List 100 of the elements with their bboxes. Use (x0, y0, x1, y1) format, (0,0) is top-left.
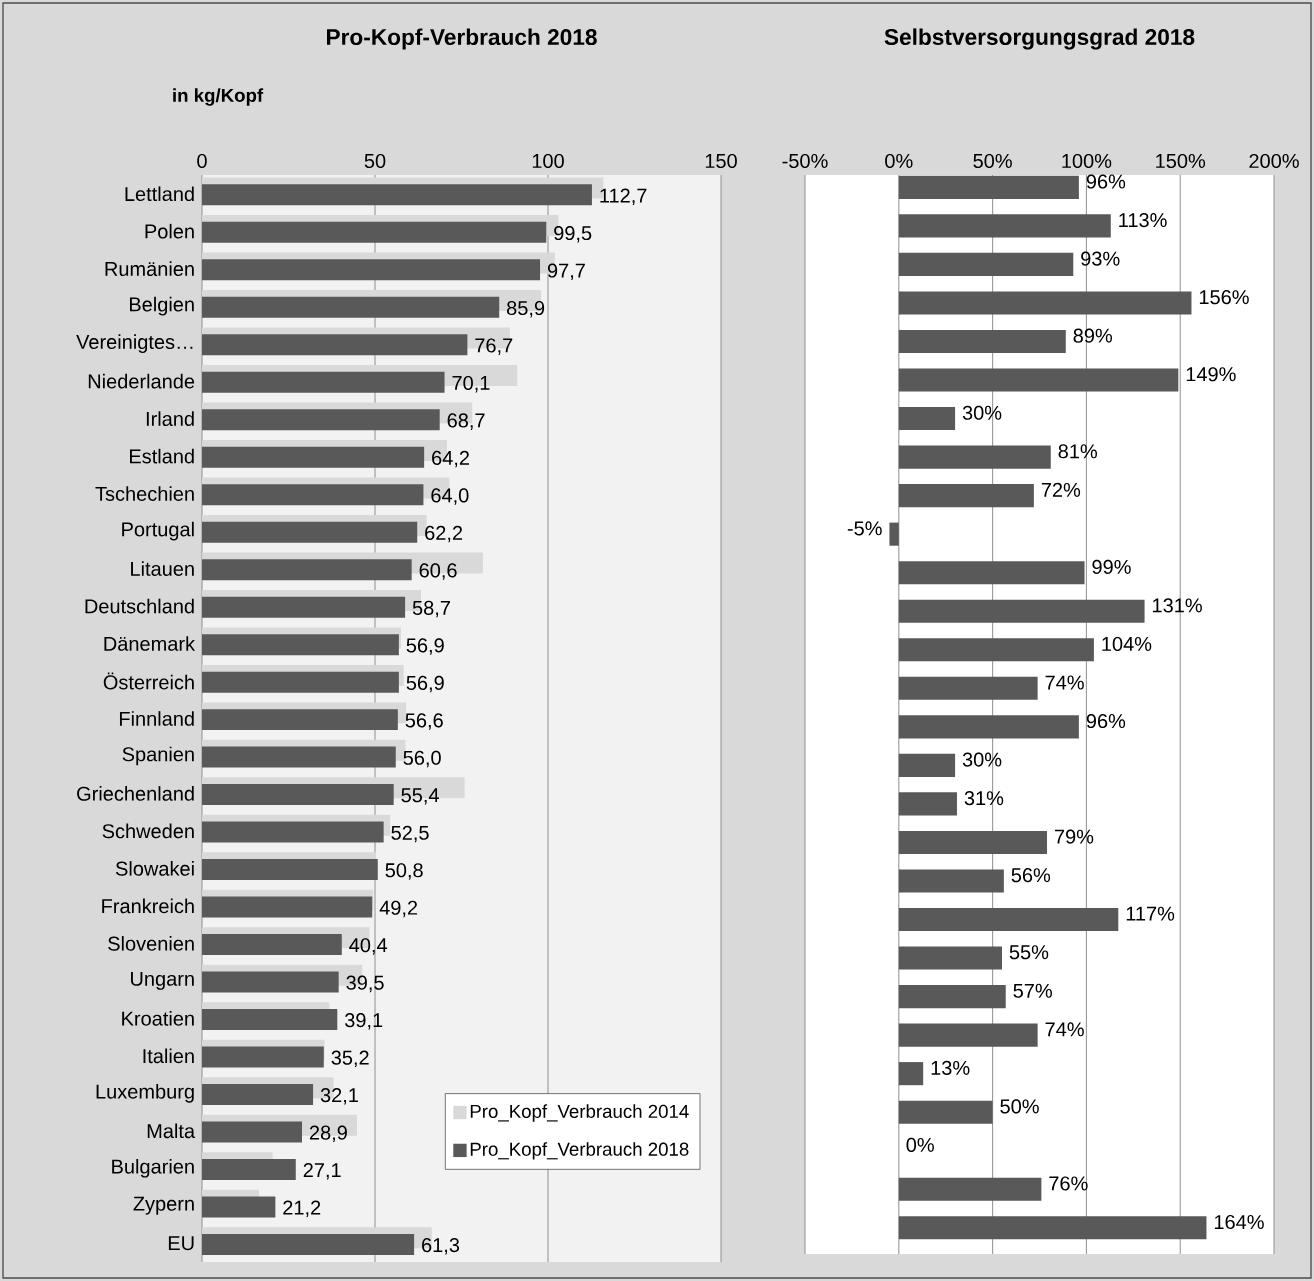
y-tick-label: Deutschland (85, 598, 194, 614)
data-label: 99% (1092, 559, 1131, 574)
data-label: 30% (962, 752, 1002, 767)
legend-label: Pro_Kopf_Verbrauch 2018 (470, 1142, 689, 1160)
data-label: 58,7 (412, 600, 450, 618)
y-tick-label: Kroatien (122, 1011, 194, 1026)
data-label: 156% (1199, 290, 1249, 305)
y-tick-label: Italien (143, 1048, 194, 1064)
data-label: 35,2 (331, 1050, 369, 1068)
y-tick-label: Belgien (129, 296, 194, 316)
y-tick-label: Griechenland (77, 786, 194, 801)
data-label: 40,4 (349, 938, 388, 955)
data-label: 32,1 (320, 1088, 358, 1105)
x-tick-label: 150% (1156, 153, 1206, 169)
data-label: 27,1 (303, 1163, 341, 1180)
chart-title: Pro-Kopf-Verbrauch 2018 (326, 28, 597, 50)
data-label: 31% (964, 791, 1004, 806)
data-label: 97,7 (547, 263, 585, 280)
data-label: 85,9 (507, 300, 545, 318)
y-tick-label: Bulgarien (112, 1158, 194, 1178)
data-label: 49,2 (379, 900, 418, 918)
data-label: 56,9 (406, 675, 444, 693)
data-label: 79% (1054, 829, 1094, 844)
y-tick-label: Dänemark (104, 636, 196, 651)
data-label: 112,7 (600, 188, 647, 205)
data-label: 64,2 (432, 450, 469, 468)
data-label: 30% (962, 405, 1002, 420)
y-tick-label: Rumänien (105, 261, 194, 277)
y-tick-label: Estland (129, 448, 194, 464)
data-label: 56,0 (403, 750, 441, 768)
y-tick-label: Österreich (103, 672, 194, 690)
data-label: 64,0 (431, 488, 469, 505)
y-tick-label: Slovenien (108, 936, 194, 951)
data-label: 57% (1013, 983, 1052, 998)
data-label: 149% (1186, 367, 1236, 382)
legend-label: Pro_Kopf_Verbrauch 2014 (470, 1104, 689, 1122)
x-tick-label: 100 (532, 153, 564, 169)
data-label: 39,5 (346, 975, 384, 993)
y-tick-label: Vereinigtes… (76, 334, 193, 353)
y-tick-label: Litauen (131, 561, 194, 576)
x-tick-label: 150 (705, 153, 737, 169)
data-label: 113% (1119, 213, 1167, 228)
data-label: 62,2 (425, 525, 463, 543)
x-tick-label: 50% (973, 153, 1012, 169)
data-label: 50,8 (385, 863, 423, 880)
data-label: 55,4 (401, 788, 439, 805)
x-tick-label: 200% (1249, 153, 1299, 169)
x-tick-label: -50% (782, 153, 828, 169)
data-label: 72% (1041, 482, 1081, 497)
data-label: 117% (1126, 906, 1175, 921)
data-label: 96% (1086, 174, 1126, 189)
data-label: 93% (1081, 251, 1120, 266)
x-tick-label: 100% (1062, 153, 1112, 169)
data-label: 52,5 (391, 825, 429, 843)
y-tick-label: Ungarn (131, 971, 194, 990)
data-label: 21,2 (283, 1200, 321, 1218)
data-label: 74% (1045, 1022, 1084, 1037)
data-label: 0% (906, 1137, 934, 1153)
data-label: 164% (1214, 1214, 1264, 1230)
data-label: 56,9 (406, 638, 444, 655)
y-tick-label: Spanien (122, 746, 194, 766)
data-label: 56% (1011, 868, 1051, 883)
y-tick-label: Irland (146, 411, 194, 426)
data-label: 39,1 (344, 1013, 383, 1030)
data-label: 74% (1045, 675, 1084, 690)
data-label: 104% (1102, 636, 1152, 652)
data-label: -5% (847, 521, 882, 536)
data-label: 13% (931, 1060, 970, 1075)
y-tick-label: Finnland (119, 711, 194, 726)
y-tick-label: Slowakei (115, 861, 194, 876)
data-label: 76% (1049, 1176, 1088, 1191)
data-label: 61,3 (422, 1237, 460, 1255)
data-label: 68,7 (447, 413, 485, 430)
data-label: 70,1 (452, 375, 490, 393)
y-tick-label: Tschechien (95, 486, 194, 501)
data-label: 81% (1058, 444, 1097, 459)
y-tick-label: Zypern (133, 1196, 194, 1215)
chart-title: Selbstversorgungsgrad 2018 (884, 28, 1195, 50)
x-tick-label: 50 (364, 153, 386, 169)
data-label: 99,5 (554, 225, 592, 243)
y-tick-label: Portugal (122, 521, 194, 541)
y-tick-label: Niederlande (88, 373, 195, 389)
data-label: 55% (1009, 945, 1049, 960)
y-tick-label: Malta (147, 1123, 196, 1139)
data-label: 131% (1153, 598, 1202, 613)
data-label: 60,6 (419, 563, 457, 580)
y-tick-label: Luxemburg (96, 1084, 194, 1103)
data-label: 89% (1073, 328, 1113, 343)
y-tick-label: Polen (145, 223, 194, 239)
x-tick-label: 0 (197, 153, 207, 169)
y-tick-label: Lettland (125, 186, 194, 202)
y-tick-label: Schweden (102, 823, 194, 839)
x-tick-label: 0% (885, 153, 913, 169)
x-axis-title: in kg/Kopf (173, 88, 264, 106)
data-label: 96% (1086, 713, 1126, 729)
data-label: 76,7 (475, 338, 513, 355)
data-label: 50% (1000, 1099, 1039, 1114)
data-label: 28,9 (309, 1125, 347, 1143)
data-label: 56,6 (405, 713, 443, 730)
y-tick-label: EU (168, 1236, 194, 1251)
